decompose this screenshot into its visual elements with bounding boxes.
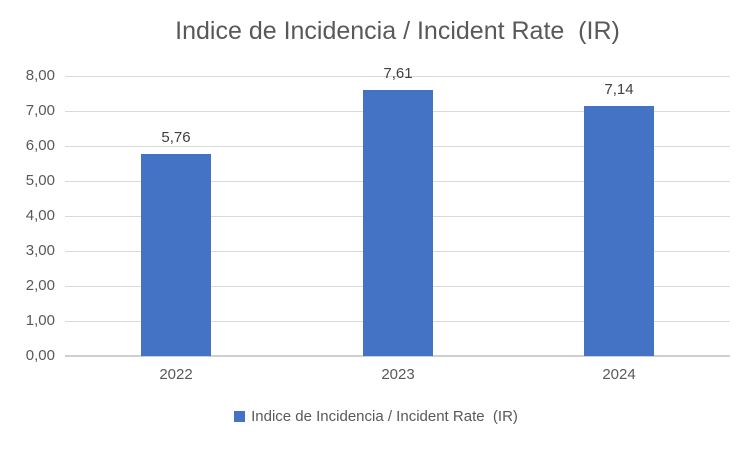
gridline bbox=[65, 76, 730, 77]
x-axis-line bbox=[65, 355, 730, 357]
y-tick-label: 4,00 bbox=[25, 207, 55, 224]
y-tick-label: 8,00 bbox=[25, 67, 55, 84]
y-tick-label: 5,00 bbox=[25, 172, 55, 189]
legend-label: Indice de Incidencia / Incident Rate (IR… bbox=[251, 408, 518, 425]
y-tick-label: 6,00 bbox=[25, 137, 55, 154]
y-tick-label: 2,00 bbox=[25, 277, 55, 294]
bar-2022 bbox=[141, 154, 211, 356]
bar-value-label: 5,76 bbox=[161, 129, 191, 146]
y-tick-label: 3,00 bbox=[25, 242, 55, 259]
x-axis-label: 2022 bbox=[159, 366, 193, 383]
x-axis-label: 2024 bbox=[602, 366, 636, 383]
bar-2024 bbox=[584, 106, 654, 356]
legend-swatch-icon bbox=[234, 411, 246, 422]
bar-value-label: 7,14 bbox=[604, 81, 634, 98]
plot-area bbox=[65, 76, 730, 357]
legend: Indice de Incidencia / Incident Rate (IR… bbox=[0, 408, 752, 425]
y-tick-label: 1,00 bbox=[25, 312, 55, 329]
y-tick-label: 0,00 bbox=[25, 347, 55, 364]
bar-2023 bbox=[363, 90, 433, 356]
y-tick-label: 7,00 bbox=[25, 102, 55, 119]
x-axis-label: 2023 bbox=[381, 366, 415, 383]
bar-value-label: 7,61 bbox=[383, 65, 413, 82]
chart-title: Indice de Incidencia / Incident Rate (IR… bbox=[175, 17, 620, 45]
